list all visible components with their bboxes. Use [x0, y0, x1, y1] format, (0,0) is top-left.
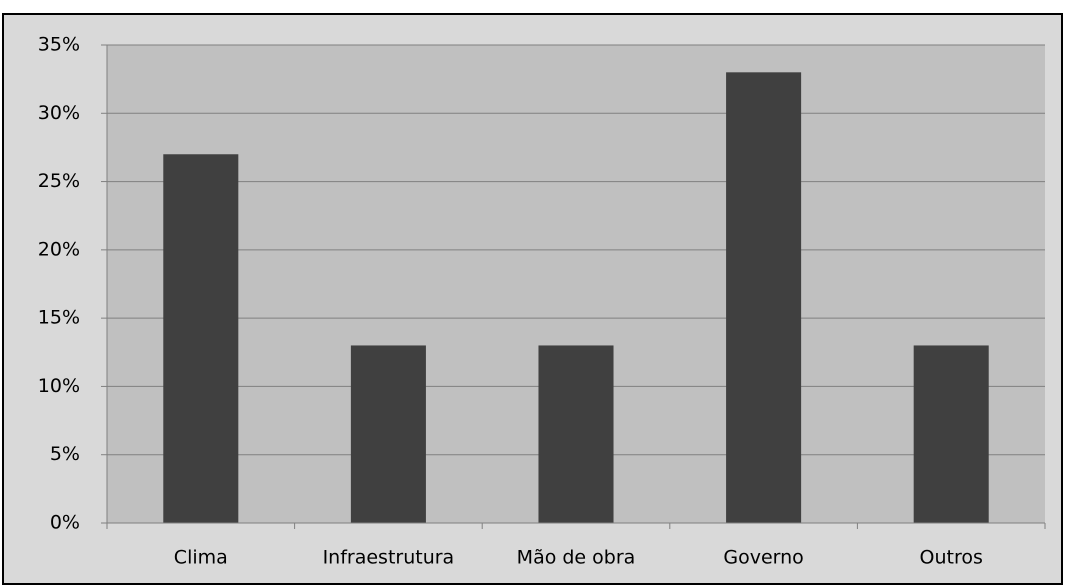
x-tick-label: Outros: [920, 547, 983, 569]
x-tick-label: Infraestrutura: [323, 547, 455, 569]
bar: [538, 345, 614, 523]
y-tick-label: 25%: [38, 170, 80, 192]
y-tick-label: 0%: [50, 512, 80, 534]
y-tick-label: 10%: [38, 375, 80, 397]
x-tick-label: Governo: [723, 547, 803, 569]
y-tick-label: 30%: [38, 102, 80, 124]
x-tick-label: Mão de obra: [517, 547, 636, 569]
bar: [913, 345, 989, 523]
bar: [726, 72, 802, 524]
bar: [350, 345, 426, 523]
y-tick-label: 20%: [38, 238, 80, 260]
y-tick-label: 35%: [38, 34, 80, 56]
bar: [163, 154, 239, 523]
y-tick-label: 5%: [50, 443, 80, 465]
x-tick-label: Clima: [174, 547, 228, 569]
y-tick-label: 15%: [38, 307, 80, 329]
